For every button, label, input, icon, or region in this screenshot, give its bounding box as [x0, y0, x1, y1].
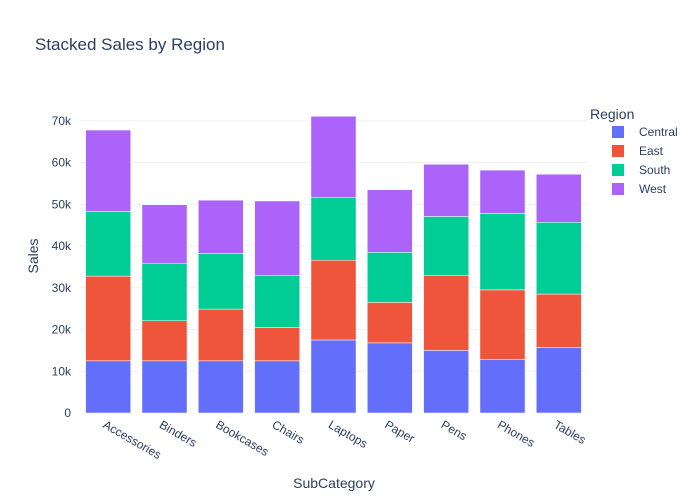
legend-label-central[interactable]: Central — [639, 125, 678, 139]
bar-central-binders — [141, 360, 188, 414]
x-tick-label: Chairs — [270, 417, 307, 446]
bar-west-chairs — [254, 200, 300, 276]
bar-west-binders — [141, 204, 188, 264]
y-axis-title: Sales — [25, 238, 41, 273]
y-tick-label: 40k — [52, 239, 72, 253]
bar-central-laptops — [310, 339, 357, 414]
chart-title: Stacked Sales by Region — [35, 35, 225, 54]
legend-swatch-west[interactable] — [612, 183, 624, 195]
bar-east-accessories — [85, 275, 131, 362]
x-tick-label: Binders — [157, 417, 199, 449]
bar-central-bookcases — [198, 360, 244, 414]
y-tick-label: 50k — [52, 197, 72, 211]
y-tick-label: 60k — [52, 156, 72, 170]
y-tick-label: 0 — [64, 406, 71, 420]
bars-group — [85, 116, 582, 414]
bar-south-tables — [536, 222, 582, 295]
bar-west-pens — [423, 164, 469, 217]
y-tick-label: 20k — [52, 323, 72, 337]
legend-label-east[interactable]: East — [639, 144, 664, 158]
bar-east-paper — [367, 302, 413, 344]
legend-swatch-east[interactable] — [612, 145, 624, 157]
bar-south-pens — [423, 216, 469, 276]
legend-label-west[interactable]: West — [639, 182, 667, 196]
bar-south-paper — [367, 252, 413, 303]
x-tick-label: Phones — [495, 417, 537, 449]
x-tick-label: Accessories — [101, 417, 164, 461]
bar-west-paper — [367, 189, 413, 253]
bar-east-binders — [141, 320, 188, 362]
legend-label-south[interactable]: South — [639, 163, 670, 177]
legend-swatch-central[interactable] — [612, 126, 624, 138]
y-tick-label: 30k — [52, 281, 72, 295]
bar-south-phones — [479, 213, 526, 291]
y-tick-label: 70k — [52, 114, 72, 128]
bar-central-chairs — [254, 360, 300, 414]
bar-central-phones — [479, 359, 526, 414]
bar-south-laptops — [310, 197, 357, 261]
legend: Region Central East South West — [590, 106, 678, 196]
bar-central-pens — [423, 350, 469, 414]
legend-swatch-south[interactable] — [612, 164, 624, 176]
bar-east-bookcases — [198, 308, 244, 362]
bar-east-phones — [479, 289, 526, 360]
y-tick-label: 10k — [52, 364, 72, 378]
bar-central-accessories — [85, 360, 131, 414]
x-tick-label: Pens — [439, 417, 470, 443]
x-tick-label: Bookcases — [213, 417, 271, 458]
x-tick-label: Paper — [382, 417, 417, 445]
y-axis-ticks: 0 10k 20k 30k 40k 50k 60k 70k — [52, 114, 72, 420]
bar-central-paper — [367, 342, 413, 414]
bar-west-accessories — [85, 129, 131, 212]
x-tick-label: Tables — [551, 417, 588, 446]
bar-south-bookcases — [198, 253, 244, 310]
x-axis-title: SubCategory — [293, 475, 375, 491]
bar-west-phones — [479, 169, 526, 214]
legend-title: Region — [590, 106, 634, 122]
x-tick-label: Laptops — [326, 417, 370, 450]
bar-south-accessories — [85, 211, 131, 277]
bar-west-laptops — [310, 116, 357, 198]
bar-east-laptops — [310, 260, 357, 341]
bar-south-chairs — [254, 275, 300, 328]
bar-west-bookcases — [198, 199, 244, 254]
bar-east-chairs — [254, 327, 300, 362]
bar-east-tables — [536, 293, 582, 348]
bar-south-binders — [141, 262, 188, 322]
bar-east-pens — [423, 275, 469, 351]
bar-central-tables — [536, 347, 582, 414]
bar-west-tables — [536, 174, 582, 223]
